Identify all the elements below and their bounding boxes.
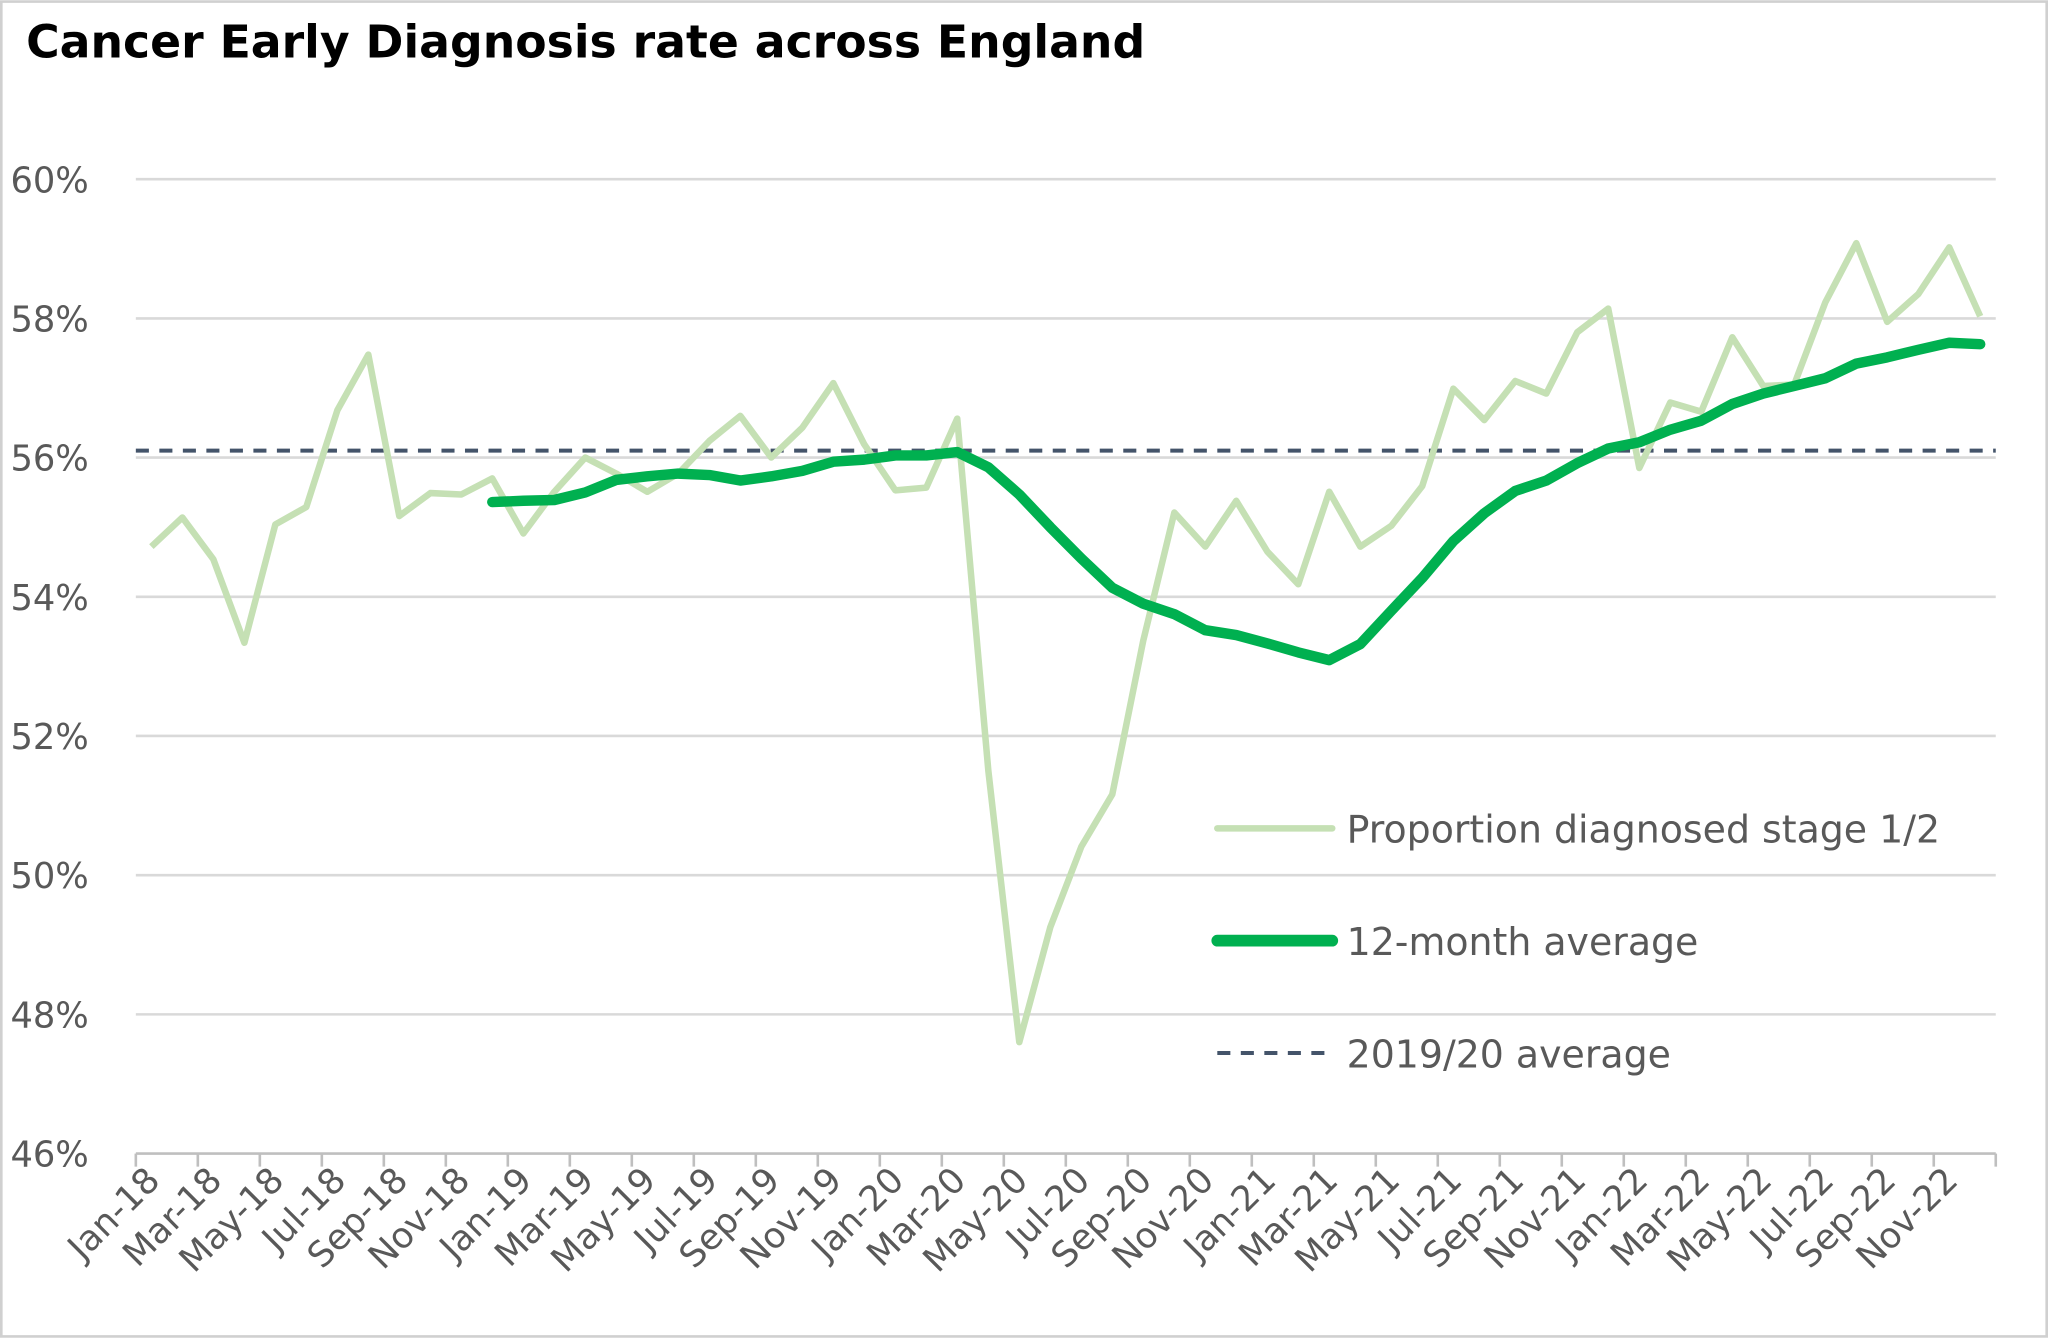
legend-label: Proportion diagnosed stage 1/2 [1347,808,1940,852]
chart-title: Cancer Early Diagnosis rate across Engla… [26,16,1145,69]
y-tick-label: 50% [10,856,88,897]
series-lines [135,239,1996,1046]
legend: Proportion diagnosed stage 1/2 12-month a… [1211,808,1940,1076]
y-tick-label: 48% [10,995,88,1036]
legend-label: 2019/20 average [1347,1032,1671,1076]
y-tick-label: 54% [10,578,88,619]
y-tick-label: 52% [10,717,88,758]
y-tick-label: 56% [10,439,88,480]
y-axis: 46% 48% 50% 52% 54% 56% 58% 60% [10,160,88,1175]
legend-label: 12-month average [1347,920,1699,964]
series-12-month-average [487,337,1986,666]
gridlines [135,177,1996,1155]
series-proportion-stage-1-2 [149,239,1984,1046]
y-tick-label: 58% [10,299,88,340]
y-tick-label: 60% [10,160,88,201]
y-tick-label: 46% [10,1135,88,1176]
